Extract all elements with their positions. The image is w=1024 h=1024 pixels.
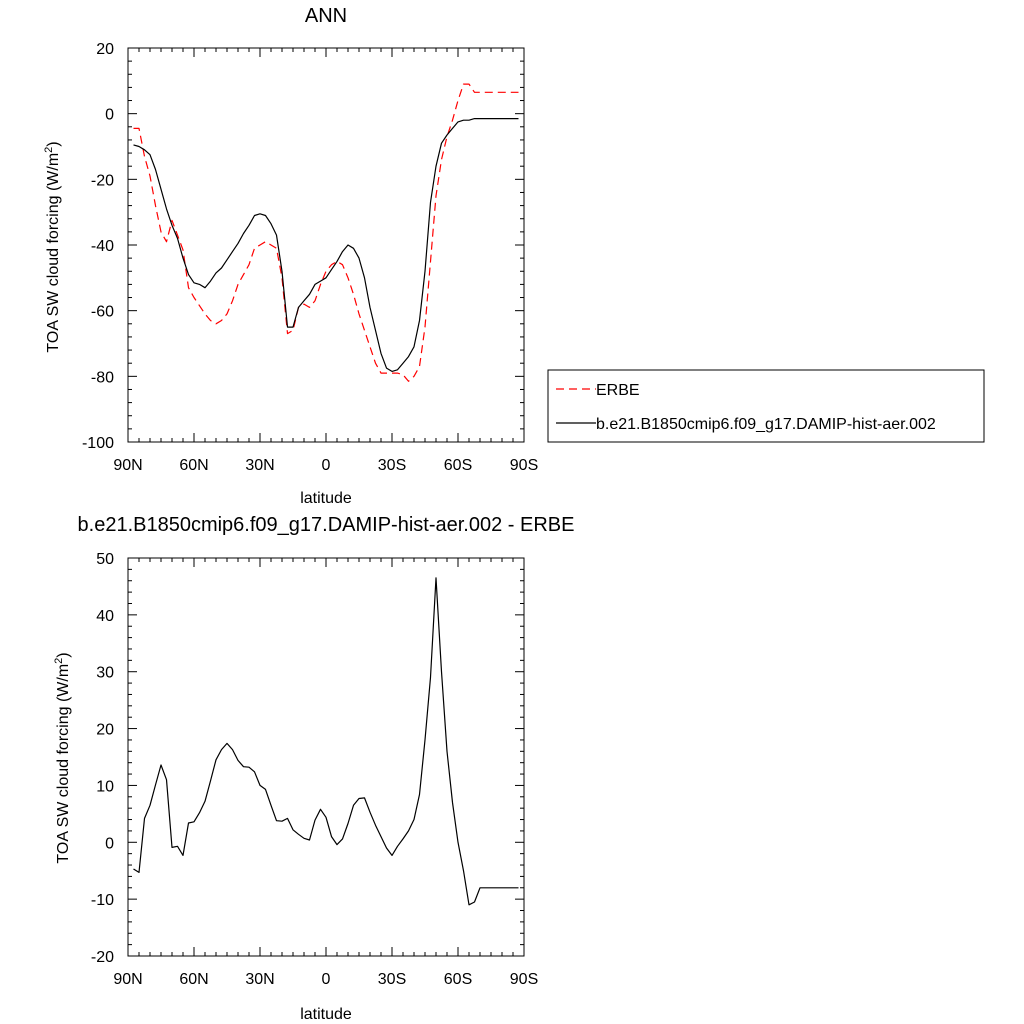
y-tick-label: 0 xyxy=(105,107,114,124)
y-tick-label: 0 xyxy=(105,835,114,852)
y-tick-label: -20 xyxy=(91,949,114,966)
y-axis-label: TOA SW cloud forcing (W/m2) xyxy=(43,141,62,352)
chart-title: b.e21.B1850cmip6.f09_g17.DAMIP-hist-aer.… xyxy=(78,514,575,536)
y-tick-label: -10 xyxy=(91,892,114,909)
x-tick-label: 90S xyxy=(510,457,538,474)
series-line-0 xyxy=(133,83,519,382)
x-tick-label: 0 xyxy=(322,971,331,988)
y-tick-label: -40 xyxy=(91,238,114,255)
x-tick-label: 60S xyxy=(444,457,472,474)
x-tick-label: 30S xyxy=(378,971,406,988)
plot-area: 90N 60N 30N 0 30S 60S 90S 50 40 30 20 10 0 -10 -20 xyxy=(91,551,538,988)
plot-frame xyxy=(127,557,525,957)
y-tick-label: 20 xyxy=(96,722,114,739)
y-tick-label: 40 xyxy=(96,608,114,625)
x-tick-label: 60N xyxy=(179,971,208,988)
legend: ERBE b.e21.B1850cmip6.f09_g17.DAMIP-hist… xyxy=(547,369,985,443)
x-axis-label: latitude xyxy=(300,490,352,507)
y-tick-label: 30 xyxy=(96,665,114,682)
y-tick-label: -60 xyxy=(91,304,114,321)
x-tick-label: 90N xyxy=(113,457,142,474)
x-tick-label: 0 xyxy=(322,457,331,474)
legend-box xyxy=(547,369,985,443)
x-tick-label: 90N xyxy=(113,971,142,988)
x-tick-label: 60S xyxy=(444,971,472,988)
series-line-0 xyxy=(133,577,519,906)
y-tick-label: 10 xyxy=(96,778,114,795)
x-tick-label: 30N xyxy=(245,457,274,474)
legend-label-model: b.e21.B1850cmip6.f09_g17.DAMIP-hist-aer.… xyxy=(596,416,936,433)
x-tick-label: 60N xyxy=(179,457,208,474)
plot-frame xyxy=(127,47,525,443)
x-axis-label: latitude xyxy=(300,1006,352,1023)
legend-label-erbe: ERBE xyxy=(596,382,640,399)
x-tick-label: 90S xyxy=(510,971,538,988)
y-tick-label: -80 xyxy=(91,369,114,386)
chart-panel-difference: b.e21.B1850cmip6.f09_g17.DAMIP-hist-aer.… xyxy=(53,514,574,1023)
y-tick-label: -20 xyxy=(91,172,114,189)
y-axis-label: TOA SW cloud forcing (W/m2) xyxy=(53,652,72,863)
plot-area: 90N 60N 30N 0 30S 60S 90S 20 0 -20 -40 -60 -80 -100 xyxy=(82,41,538,474)
y-tick-label: 50 xyxy=(96,551,114,568)
series-line-1 xyxy=(133,117,519,372)
chart-title: ANN xyxy=(305,5,347,27)
y-tick-label: 20 xyxy=(96,41,114,58)
y-tick-label: -100 xyxy=(82,435,114,452)
x-tick-label: 30S xyxy=(378,457,406,474)
chart-panel-annual: ANN 90N 60N 30N 0 30S 60S 90S 20 0 -20 -40 -60 -80 -1… xyxy=(43,5,985,507)
x-tick-label: 30N xyxy=(245,971,274,988)
